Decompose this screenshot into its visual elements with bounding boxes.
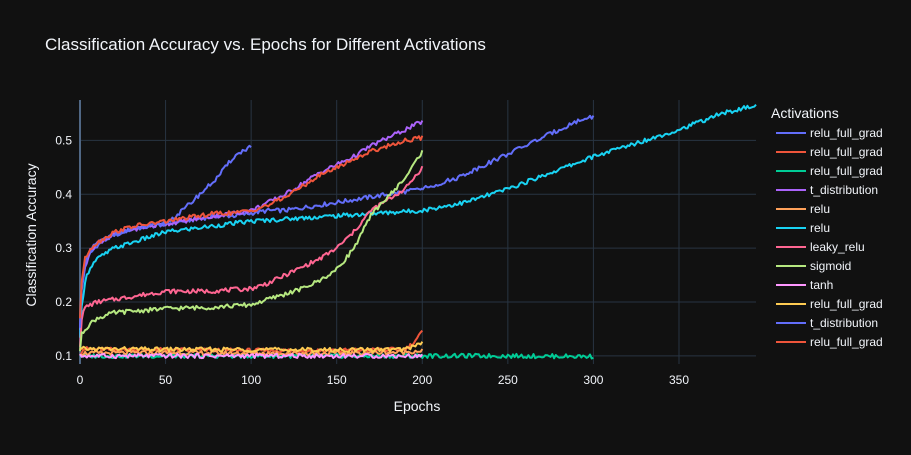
legend-label[interactable]: relu [810, 202, 830, 216]
x-tick-label: 100 [241, 373, 261, 387]
y-tick-label: 0.2 [55, 295, 72, 309]
y-tick-label: 0.4 [55, 187, 72, 201]
legend: relu_full_grad relu_full_grad relu_full_gr… [776, 126, 883, 349]
y-tick-label: 0.5 [55, 133, 72, 147]
legend-label[interactable]: relu_full_grad [810, 297, 883, 311]
x-tick-label: 350 [669, 373, 689, 387]
series-lines [79, 103, 757, 360]
legend-label[interactable]: tanh [810, 278, 833, 292]
x-axis-ticks: 0 50 100 150 200 250 300 350 [77, 373, 690, 387]
legend-label[interactable]: relu_full_grad [810, 145, 883, 159]
series-line[interactable] [79, 352, 424, 360]
series-line[interactable] [79, 348, 424, 357]
chart-title: Classification Accuracy vs. Epochs for D… [45, 35, 486, 54]
y-tick-label: 0.3 [55, 241, 72, 255]
legend-label[interactable]: t_distribution [810, 316, 878, 330]
series-line[interactable] [79, 135, 424, 319]
x-tick-label: 250 [498, 373, 518, 387]
legend-label[interactable]: relu_full_grad [810, 335, 883, 349]
x-tick-label: 200 [412, 373, 432, 387]
y-tick-label: 0.1 [55, 349, 72, 363]
legend-label[interactable]: t_distribution [810, 183, 878, 197]
x-tick-label: 50 [159, 373, 173, 387]
x-tick-label: 150 [327, 373, 347, 387]
legend-title: Activations [771, 105, 839, 121]
y-axis-ticks: 0.1 0.2 0.3 0.4 0.5 [55, 133, 72, 363]
x-axis-title: Epochs [394, 398, 441, 414]
x-tick-label: 300 [583, 373, 603, 387]
series-line[interactable] [79, 103, 757, 338]
legend-label[interactable]: relu_full_grad [810, 164, 883, 178]
legend-label[interactable]: relu [810, 221, 830, 235]
series-line[interactable] [421, 114, 595, 191]
legend-label[interactable]: sigmoid [810, 259, 851, 273]
series-line[interactable] [79, 120, 424, 331]
series-line[interactable] [79, 165, 424, 347]
x-tick-label: 0 [77, 373, 84, 387]
series-line[interactable] [79, 150, 424, 352]
legend-label[interactable]: leaky_relu [810, 240, 865, 254]
y-axis-title: Classification Accuracy [23, 163, 39, 306]
legend-label[interactable]: relu_full_grad [810, 126, 883, 140]
series-line[interactable] [79, 341, 424, 353]
